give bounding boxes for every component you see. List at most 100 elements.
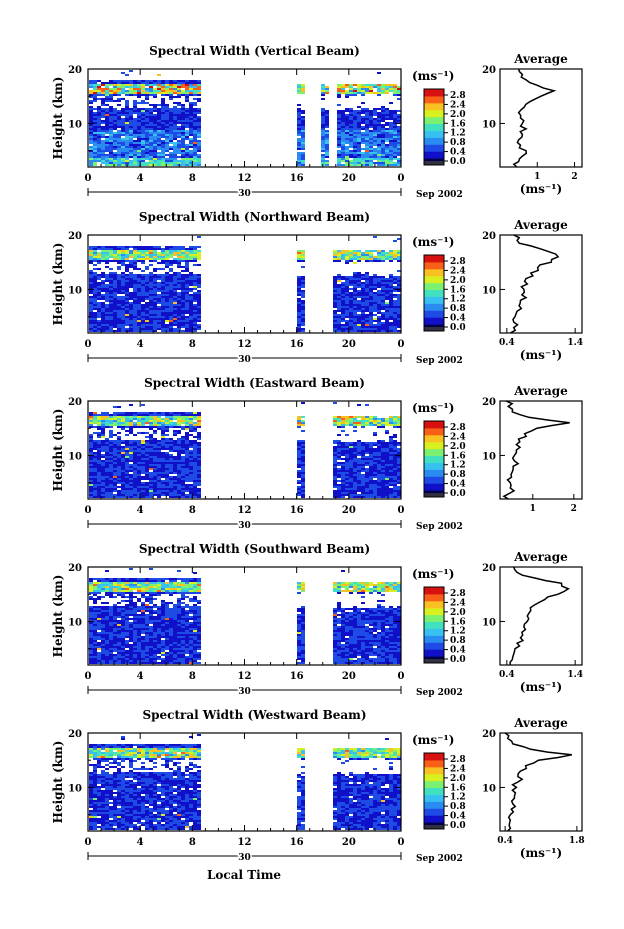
heatmap-cell	[381, 136, 385, 138]
heatmap-cell	[89, 156, 93, 158]
heatmap-cell	[145, 416, 149, 418]
heatmap-cell	[393, 322, 397, 324]
heatmap-cell	[181, 462, 185, 464]
heatmap-cell	[349, 314, 353, 316]
heatmap-cell	[189, 284, 193, 286]
heatmap-cell	[173, 294, 177, 296]
heatmap-cell	[125, 450, 129, 452]
heatmap-cell	[337, 276, 341, 278]
heatmap-cell	[197, 320, 201, 322]
heatmap-cell	[117, 446, 121, 448]
heatmap-cell	[137, 456, 141, 458]
heatmap-cell	[197, 284, 201, 286]
heatmap-cell	[349, 278, 353, 280]
heatmap-cell	[193, 330, 197, 332]
heatmap-cell	[141, 424, 145, 426]
heatmap-cell	[149, 248, 153, 250]
heatmap-cell	[185, 488, 189, 490]
heatmap-cell	[113, 454, 117, 456]
heatmap-cell	[397, 302, 401, 304]
heatmap-cell	[337, 456, 341, 458]
heatmap-cell	[365, 134, 369, 136]
heatmap-cell	[125, 92, 129, 94]
heatmap-cell	[369, 124, 373, 126]
heatmap-cell	[93, 440, 97, 442]
heatmap-cell	[345, 262, 349, 264]
heatmap-cell	[137, 94, 141, 96]
heatmap-cell	[129, 256, 133, 258]
heatmap-cell	[297, 492, 301, 494]
heatmap-cell	[89, 494, 93, 496]
heatmap-cell	[109, 292, 113, 294]
heatmap-cell	[161, 464, 165, 466]
heatmap-cell	[149, 298, 153, 300]
heatmap-cell	[117, 450, 121, 452]
heatmap-cell	[185, 452, 189, 454]
heatmap-cell	[121, 164, 125, 166]
heatmap-cell	[149, 464, 153, 466]
heatmap-cell	[97, 310, 101, 312]
heatmap-cell	[393, 240, 397, 242]
heatmap-cell	[89, 146, 93, 148]
heatmap-cell	[337, 434, 341, 436]
heatmap-cell	[333, 314, 337, 316]
heatmap-cell	[145, 482, 149, 484]
heatmap-cell	[345, 260, 349, 262]
heatmap-cell	[109, 140, 113, 142]
heatmap-cell	[381, 280, 385, 282]
heatmap-cell	[109, 492, 113, 494]
heatmap-cell	[169, 456, 173, 458]
heatmap-cell	[181, 142, 185, 144]
heatmap-cell	[321, 120, 325, 122]
heatmap-cell	[93, 292, 97, 294]
profile-x-axis-label: (ms⁻¹)	[520, 348, 562, 362]
heatmap-cell	[141, 452, 145, 454]
heatmap-cell	[149, 258, 153, 260]
heatmap-cell	[157, 296, 161, 298]
heatmap-cell	[121, 82, 125, 84]
heatmap-cell	[189, 112, 193, 114]
heatmap-cell	[125, 474, 129, 476]
heatmap-cell	[357, 472, 361, 474]
heatmap-cell	[169, 470, 173, 472]
heatmap-cell	[105, 320, 109, 322]
heatmap-cell	[113, 434, 117, 436]
heatmap-cell	[133, 136, 137, 138]
heatmap-cell	[197, 250, 201, 252]
heatmap-cell	[193, 466, 197, 468]
heatmap-cell	[189, 412, 193, 414]
heatmap-cell	[389, 132, 393, 134]
heatmap-cell	[125, 278, 129, 280]
heatmap	[89, 70, 401, 166]
heatmap-cell	[389, 90, 393, 92]
heatmap-cell	[325, 152, 329, 154]
heatmap-cell	[321, 118, 325, 120]
heatmap-cell	[161, 260, 165, 262]
heatmap-cell	[101, 460, 105, 462]
heatmap-cell	[133, 426, 137, 428]
heatmap-cell	[197, 300, 201, 302]
heatmap-cell	[181, 292, 185, 294]
heatmap-cell	[353, 92, 357, 94]
heatmap-cell	[177, 292, 181, 294]
heatmap-cell	[169, 152, 173, 154]
heatmap-cell	[145, 132, 149, 134]
heatmap-cell	[333, 286, 337, 288]
heatmap-cell	[377, 88, 381, 90]
panel-title: Spectral Width (Northward Beam)	[139, 210, 370, 224]
heatmap-cell	[93, 314, 97, 316]
heatmap-cell	[105, 418, 109, 420]
heatmap-cell	[97, 480, 101, 482]
heatmap-cell	[321, 90, 325, 92]
heatmap-cell	[193, 422, 197, 424]
heatmap-cell	[173, 120, 177, 122]
heatmap-cell	[385, 296, 389, 298]
heatmap-cell	[193, 312, 197, 314]
heatmap-cell	[185, 422, 189, 424]
colorbar-segment	[424, 116, 444, 121]
heatmap-cell	[345, 162, 349, 164]
heatmap-cell	[137, 484, 141, 486]
heatmap-cell	[169, 246, 173, 248]
heatmap-cell	[145, 458, 149, 460]
heatmap-cell	[105, 310, 109, 312]
